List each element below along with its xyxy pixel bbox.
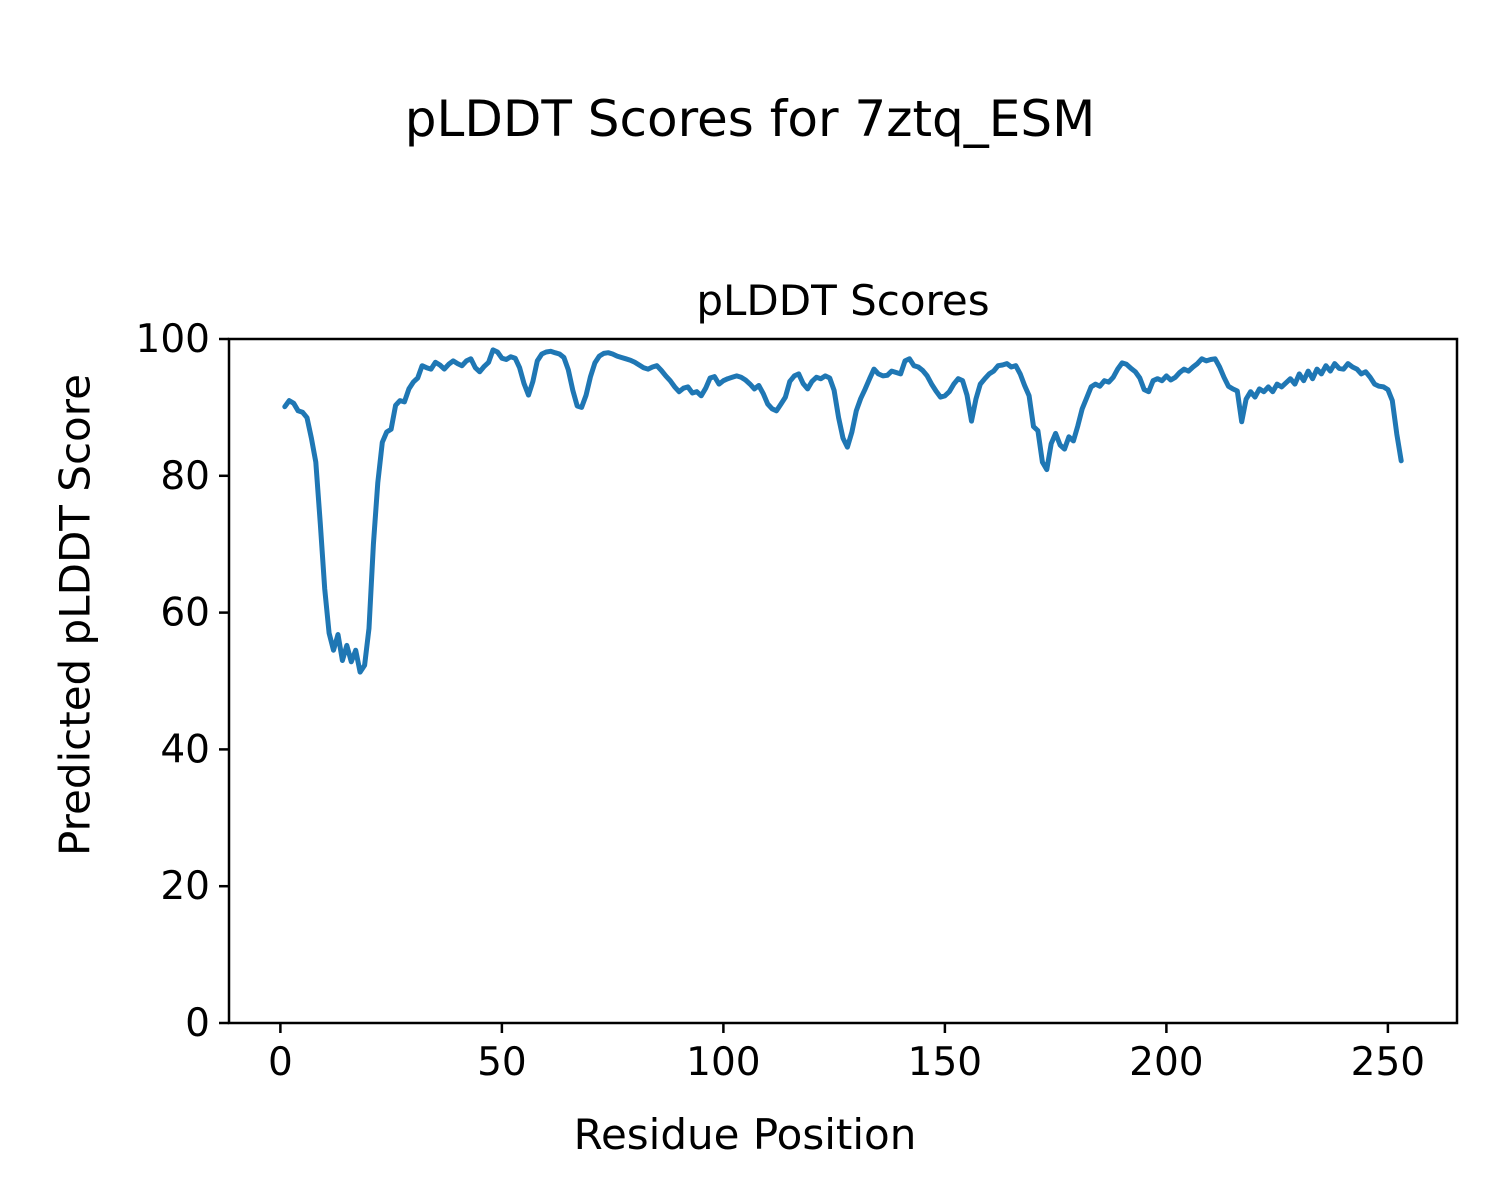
x-tick-label: 200 (1129, 1040, 1203, 1085)
y-tick-label: 60 (160, 591, 210, 636)
figure-title: pLDDT Scores for 7ztq_ESM (404, 90, 1096, 148)
axes-title: pLDDT Scores (696, 276, 990, 325)
x-tick-label: 50 (477, 1040, 527, 1085)
y-tick-label: 100 (136, 317, 210, 362)
data-line-plddt (282, 347, 1404, 675)
x-tick-label: 0 (268, 1040, 293, 1085)
y-axis-label: Predicted pLDDT Score (50, 374, 100, 856)
x-axis-label: Residue Position (573, 1110, 917, 1159)
axes-spines (227, 337, 1459, 1025)
x-tick-label: 100 (686, 1040, 760, 1085)
y-tick-label: 40 (160, 727, 210, 772)
x-tick-label: 250 (1351, 1040, 1425, 1085)
x-tick-label: 150 (908, 1040, 982, 1085)
y-tick-label: 80 (160, 454, 210, 499)
y-tick-label: 0 (185, 1001, 210, 1046)
y-tick-label: 20 (160, 864, 210, 909)
